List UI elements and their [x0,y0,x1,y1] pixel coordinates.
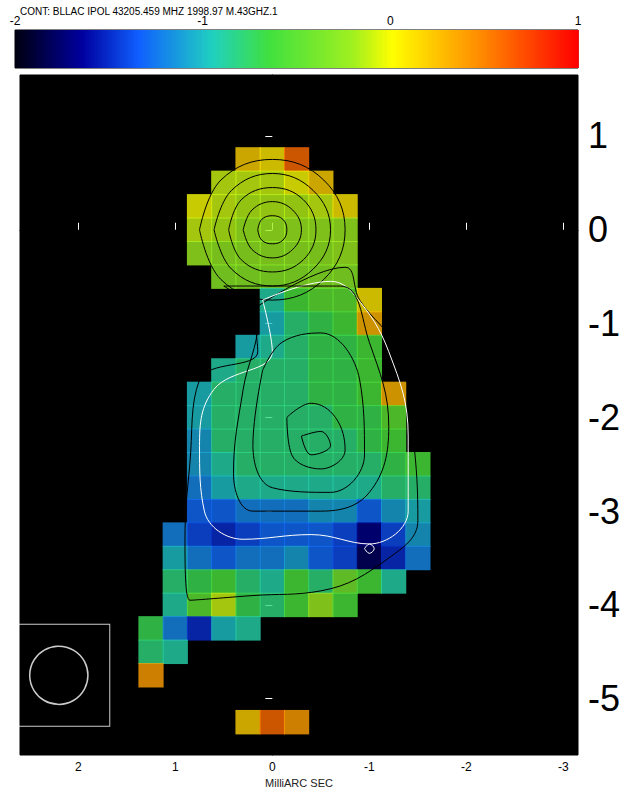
svg-text:-3: -3 [588,491,620,532]
svg-text:-2: -2 [588,397,620,438]
svg-text:-5: -5 [588,678,620,719]
svg-text:1: 1 [172,760,179,774]
svg-text:-2: -2 [461,760,472,774]
svg-text:-1: -1 [197,14,208,28]
svg-text:-3: -3 [558,760,569,774]
svg-text:2: 2 [75,760,82,774]
svg-text:0: 0 [588,209,608,250]
svg-text:-4: -4 [588,584,620,625]
svg-text:-1: -1 [588,303,620,344]
svg-text:0: 0 [387,14,394,28]
svg-text:-2: -2 [10,14,21,28]
svg-text:1: 1 [575,14,582,28]
svg-text:1: 1 [588,115,608,156]
svg-text:0: 0 [269,760,276,774]
svg-text:MilliARC SEC: MilliARC SEC [265,777,333,789]
svg-text:-1: -1 [364,760,375,774]
svg-text:CONT: BLLAC IPOL 43205.459 MHZ: CONT: BLLAC IPOL 43205.459 MHZ 1998.97 M… [20,6,278,17]
